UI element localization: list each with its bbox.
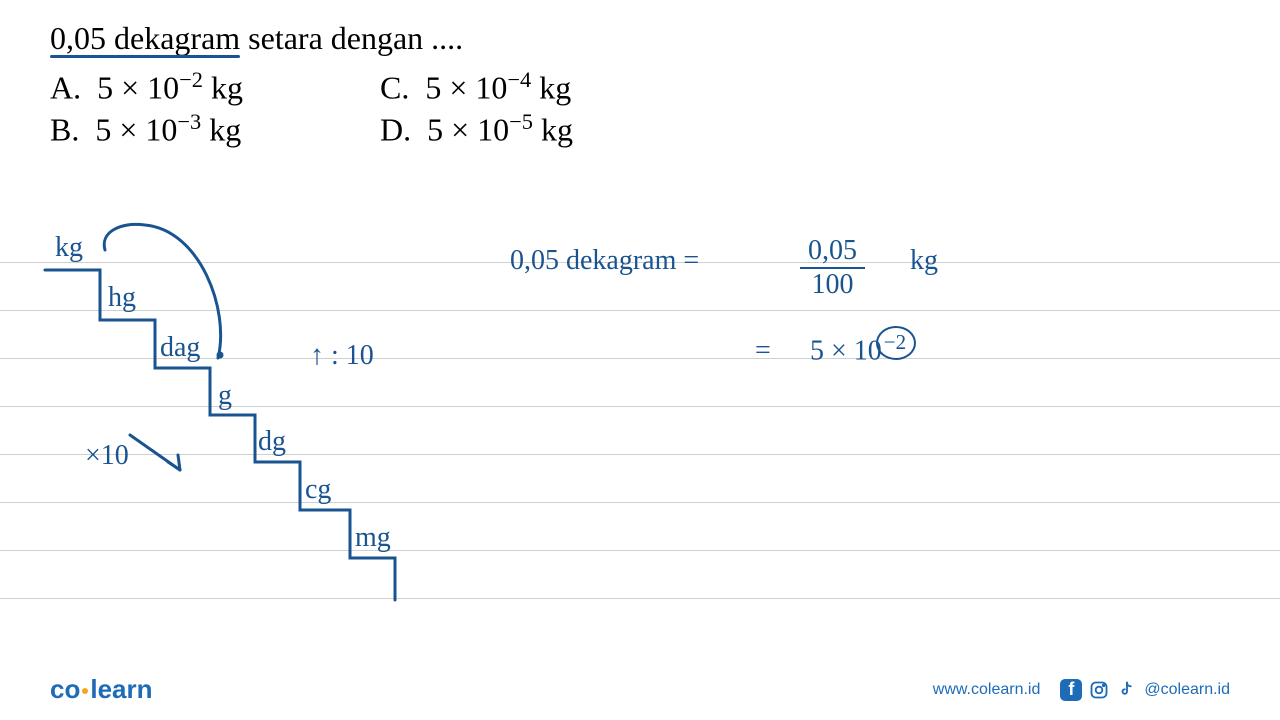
unit-g: g bbox=[218, 380, 232, 412]
option-b: B. 5 × 10−3 kg bbox=[50, 109, 380, 149]
footer: colearn www.colearn.id f @colearn.id bbox=[0, 674, 1280, 705]
option-c: C. 5 × 10−4 kg bbox=[380, 67, 710, 107]
social-icons: f @colearn.id bbox=[1060, 679, 1230, 701]
question-underlined: 0,05 dekagram bbox=[50, 20, 240, 56]
unit-mg: mg bbox=[355, 522, 391, 554]
calc-eq2: = bbox=[755, 335, 771, 367]
calc-fraction: 0,05 100 bbox=[800, 235, 865, 301]
social-handle: @colearn.id bbox=[1144, 681, 1230, 699]
unit-dg: dg bbox=[258, 426, 286, 458]
option-a: A. 5 × 10−2 kg bbox=[50, 67, 380, 107]
option-d: D. 5 × 10−5 kg bbox=[380, 109, 710, 149]
calc-result: 5 × 10−2 bbox=[810, 330, 906, 367]
unit-hg: hg bbox=[108, 282, 136, 314]
question-rest: setara dengan .... bbox=[240, 20, 463, 56]
question-text: 0,05 dekagram setara dengan .... bbox=[50, 20, 463, 57]
up-rule: ↑ : 10 bbox=[310, 340, 374, 372]
instagram-icon[interactable] bbox=[1088, 679, 1110, 701]
calc-lhs: 0,05 dekagram = bbox=[510, 245, 699, 277]
unit-cg: cg bbox=[305, 474, 331, 506]
unit-dag: dag bbox=[160, 332, 200, 364]
unit-kg: kg bbox=[55, 232, 83, 264]
down-rule: ×10 bbox=[85, 440, 129, 472]
logo: colearn bbox=[50, 674, 153, 705]
tiktok-icon[interactable] bbox=[1116, 679, 1138, 701]
calc-unit: kg bbox=[910, 245, 938, 277]
notebook-area bbox=[0, 215, 1280, 650]
website-link[interactable]: www.colearn.id bbox=[933, 681, 1041, 699]
facebook-icon[interactable]: f bbox=[1060, 679, 1082, 701]
